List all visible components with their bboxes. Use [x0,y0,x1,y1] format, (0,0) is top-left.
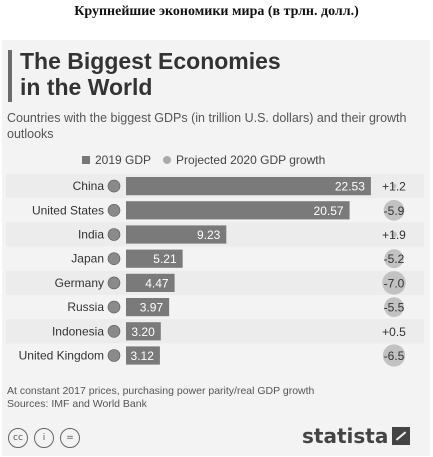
gdp-bar-united-kingdom [126,346,160,365]
chart-legend: 2019 GDP Projected 2020 GDP growth [82,153,325,167]
gdp-bar-united-states [126,201,350,220]
flag-japan-icon [107,252,121,265]
gdp-value-russia: 3.97 [140,301,164,315]
growth-value-india: +1.9 [382,228,406,242]
creative-commons-icon: cc [8,428,28,448]
growth-value-germany: -7.0 [384,276,405,290]
flag-china-icon [107,179,121,193]
growth-bubble-russia [384,297,404,317]
growth-value-china: +1.2 [382,180,406,194]
gdp-bar-indonesia [126,322,161,341]
legend-gdp-swatch [82,156,90,164]
category-label-india: India [78,228,104,242]
flag-india-icon [107,228,121,241]
growth-bubble-united-states [383,199,405,221]
growth-value-united-states: -5.9 [384,204,405,218]
category-label-germany: Germany [55,276,104,290]
gdp-value-united-states: 20.57 [314,204,344,218]
chart-row-bg [6,343,424,368]
category-label-united-kingdom: United Kingdom [19,349,104,363]
statista-mark-icon [392,427,411,445]
chart-row-bg [6,246,424,271]
statista-logo: statista [302,424,411,448]
footnote-sources: Sources: IMF and World Bank [7,398,147,410]
gdp-value-india: 9.23 [197,228,221,242]
flag-germany-icon [107,276,121,290]
chart-row-bg [6,295,424,320]
flag-russia-icon [107,300,121,314]
chart-row-bg [6,270,424,295]
growth-bubble-united-kingdom [382,344,406,367]
gdp-value-japan: 5.21 [153,252,177,266]
gdp-value-united-kingdom: 3.12 [131,349,155,363]
attribution-icon: i [34,428,54,448]
category-label-japan: Japan [71,252,104,266]
infographic-card: The Biggest Economies in the World Count… [2,40,430,456]
growth-bubble-germany [382,271,406,295]
growth-bubble-japan [384,249,404,269]
gdp-value-germany: 4.47 [145,276,169,290]
flag-united-kingdom-icon [107,349,121,362]
flag-united-states-icon [107,204,121,217]
gdp-bar-russia [126,298,170,317]
category-label-indonesia: Indonesia [52,324,104,338]
title-accent-bar [8,50,12,102]
category-label-china: China [73,179,105,193]
bar-chart: China 22.53 +1.2 United States 20.57 -5.9 Indi… [6,174,424,368]
chart-subtitle: Countries with the biggest GDPs (in tril… [7,111,407,141]
footnote-method: At constant 2017 prices, purchasing powe… [7,385,315,397]
no-derivatives-icon: = [60,428,80,448]
gdp-bar-japan [126,249,183,268]
chart-title-line-1: The Biggest Economies [20,48,281,74]
gdp-bar-china [126,177,371,196]
gdp-bar-germany [126,273,175,292]
growth-bubble-india [390,231,398,238]
license-icons: cc i = [8,428,86,448]
category-label-united-states: United States [32,203,104,217]
growth-value-japan: -5.2 [384,252,405,266]
growth-bubble-china [391,183,397,189]
growth-value-russia: -5.5 [384,301,405,315]
legend-growth-swatch [163,156,172,164]
gdp-bar-india [126,225,227,244]
chart-title: The Biggest Economies in the World [20,48,420,100]
growth-value-united-kingdom: -6.5 [384,349,405,363]
gdp-value-indonesia: 3.20 [131,325,155,339]
category-label-russia: Russia [67,300,104,314]
brand-name: statista [302,424,389,448]
chart-footnote: At constant 2017 prices, purchasing powe… [7,385,417,411]
growth-value-indonesia: +0.5 [382,325,406,339]
chart-title-line-2: in the World [20,74,153,100]
gdp-value-china: 22.53 [335,180,365,194]
legend-growth-label: Projected 2020 GDP growth [176,153,326,167]
page-heading: Крупнейшие экономики мира (в трлн. долл.… [74,4,359,19]
chart-row-bg [6,319,424,344]
legend-gdp-label: 2019 GDP [95,153,152,167]
flag-indonesia-icon [107,324,121,338]
